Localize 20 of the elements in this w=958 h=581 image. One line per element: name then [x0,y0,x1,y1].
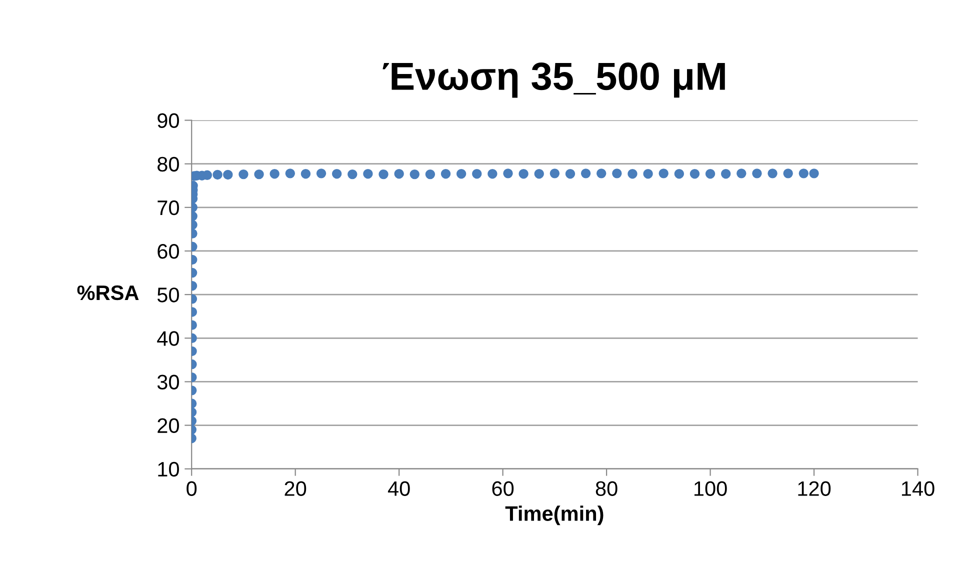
y-tick-label: 70 [158,200,179,216]
y-tick-label: 80 [158,156,179,172]
y-tick-label: 40 [157,331,179,346]
y-axis-title: %RSA [77,285,139,300]
y-tick-label: 60 [158,244,179,259]
y-tick-label: 90 [158,113,179,128]
x-tick-label: 140 [902,481,934,496]
x-tick-label: 80 [596,481,618,496]
x-tick-label: 20 [284,481,306,496]
y-tick-label: 50 [157,288,179,302]
x-tick-label: 40 [388,481,410,496]
y-tick-label: 30 [157,374,179,390]
x-tick-label: 60 [492,481,514,496]
chart-title: Ένωση 35_500 μM [382,62,725,98]
x-tick-label: 100 [694,481,727,496]
x-axis-title: Time(min) [505,506,604,526]
x-tick-label: 0 [186,481,197,496]
y-tick-label: 10 [158,462,179,477]
y-tick-label: 20 [158,418,179,434]
x-tick-label: 120 [798,481,831,496]
